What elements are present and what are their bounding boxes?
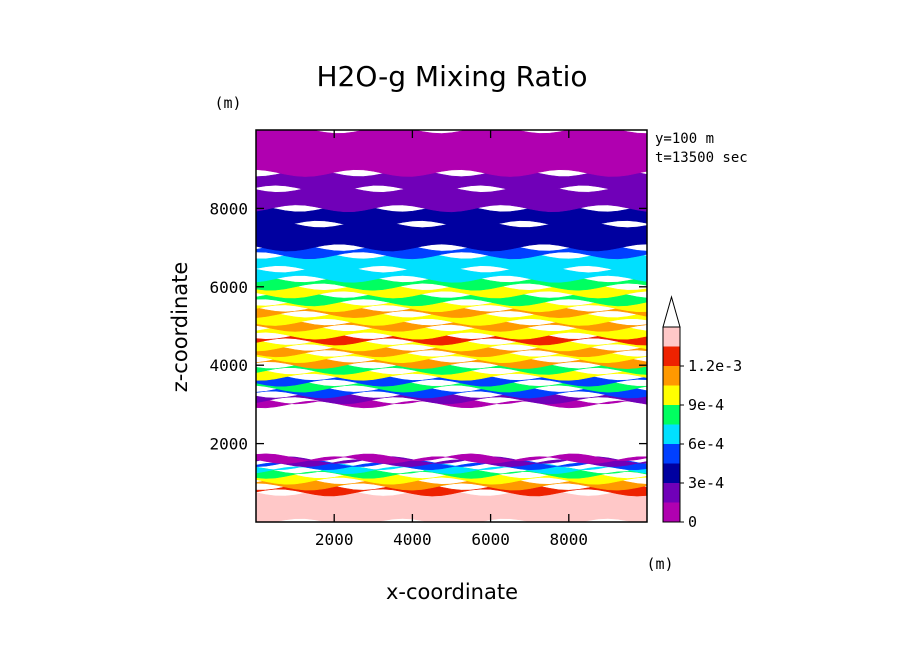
colorbar-overflow-arrow [662,295,681,328]
y-tick-label: 8000 [209,199,248,218]
x-axis: 2000 4000 6000 8000 [315,130,588,549]
annotation-t: t=13500 sec [655,150,748,166]
colorbar: 0 3e-4 6e-4 9e-4 1.2e-3 [662,295,742,531]
contour-field [256,130,647,522]
colorbar-tick-label: 0 [688,513,697,531]
y-tick-label: 2000 [209,435,248,454]
contour-band [256,185,647,213]
colorbar-tick-label: 6e-4 [688,435,724,453]
x-unit-label: (m) [646,555,673,573]
x-tick-label: 4000 [393,530,432,549]
colorbar-swatch [663,463,680,483]
annotation-y: y=100 m [655,131,714,147]
colorbar-swatch [663,405,680,425]
colorbar-swatch [663,327,680,347]
y-axis-label: z-coordinate [168,262,192,393]
colorbar-tick-label: 9e-4 [688,396,724,414]
colorbar-swatch [663,346,680,366]
contour-band [256,130,647,177]
colorbar-tick-label: 3e-4 [688,474,724,492]
colorbar-swatch [663,424,680,444]
chart-title: H2O-g Mixing Ratio [316,60,587,93]
colorbar-tick-label: 1.2e-3 [688,357,742,375]
colorbar-swatch [663,502,680,522]
contour-band [256,298,647,313]
x-tick-label: 2000 [315,530,354,549]
contour-band [256,332,647,346]
y-axis: 2000 4000 6000 8000 [209,199,647,454]
colorbar-swatch [663,366,680,386]
x-tick-label: 6000 [471,530,510,549]
x-tick-label: 8000 [550,530,589,549]
y-tick-label: 4000 [209,356,248,375]
x-axis-label: x-coordinate [386,580,518,604]
contour-band [256,453,647,464]
plot-frame [255,129,648,523]
y-tick-label: 6000 [209,278,248,297]
colorbar-swatch [663,385,680,405]
colorbar-swatch [663,483,680,503]
colorbar-swatch [663,444,680,464]
y-unit-label: (m) [214,94,241,112]
